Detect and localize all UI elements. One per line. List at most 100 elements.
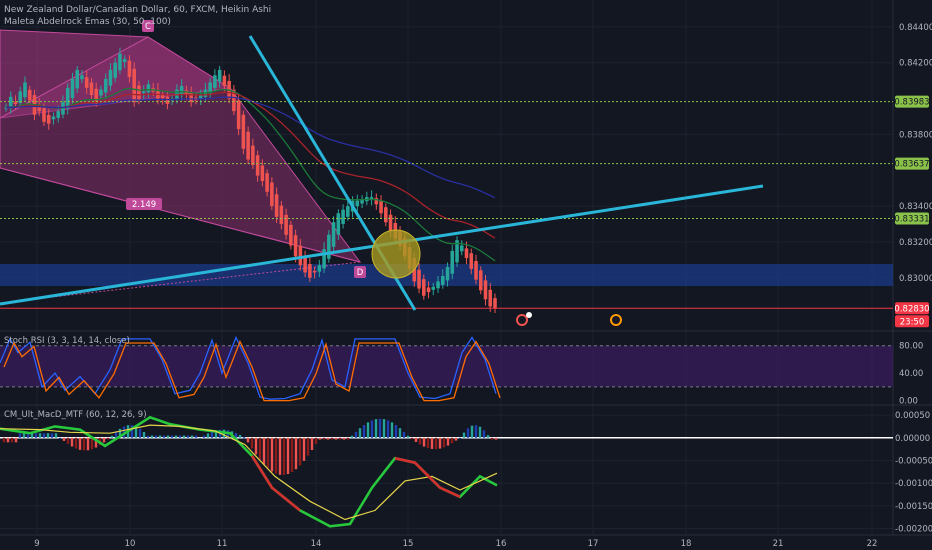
macd-histogram-bar [342, 437, 346, 440]
price-tick-label: 0.83200 [899, 238, 932, 248]
candle-body [322, 249, 326, 269]
event-marker-dot [526, 312, 532, 318]
candle-body [293, 235, 298, 257]
macd-histogram-bar [310, 437, 314, 451]
harmonic-ratio-label: 2.149 [126, 198, 162, 210]
macd-histogram-bar [306, 437, 310, 456]
macd-histogram-bar [466, 428, 470, 438]
time-tick-label: 14 [311, 539, 322, 549]
price-tag: 0.83331 [894, 212, 930, 225]
macd-histogram-bar [198, 437, 202, 439]
candle-body [436, 281, 440, 289]
macd-histogram-bar [94, 437, 98, 448]
price-tick-label: 0.84400 [899, 23, 932, 33]
candle-body [46, 114, 51, 124]
candle-body [312, 270, 317, 273]
macd-histogram-bar [174, 435, 178, 438]
macd-histogram-bar [438, 437, 442, 449]
macd-histogram-bar [130, 425, 134, 438]
macd-histogram-bar [258, 437, 262, 460]
candle-body [369, 197, 374, 200]
macd-histogram-bar [338, 437, 342, 440]
macd-histogram-bar [78, 437, 82, 450]
candle-body [222, 75, 227, 87]
candle-body [80, 75, 84, 80]
price-tick-label: 0.83800 [899, 130, 932, 140]
candle-body [374, 198, 379, 205]
macd-histogram-bar [318, 437, 322, 440]
macd-histogram-bar [18, 433, 22, 438]
candle-body [279, 205, 284, 225]
macd-histogram-bar [26, 433, 30, 438]
candle-body [70, 78, 75, 99]
macd-histogram-bar [238, 434, 242, 438]
macd-histogram-bar [162, 435, 166, 438]
candle-body [236, 100, 241, 130]
harmonic-label-c: C [142, 20, 154, 32]
macd-histogram-bar [482, 430, 486, 438]
macd-histogram-bar [46, 433, 50, 438]
candle-body [232, 89, 236, 112]
macd-histogram-bar [182, 435, 186, 438]
candle-body [336, 213, 341, 235]
indicator-title: Maleta Abdelrock Emas (30, 50, 100) [4, 17, 171, 27]
macd-histogram-bar [394, 425, 398, 438]
countdown-label: 23:50 [900, 317, 925, 327]
candle-body [445, 267, 450, 281]
macd-signal-line [0, 424, 498, 521]
symbol-title: New Zealand Dollar/Canadian Dollar, 60, … [4, 5, 272, 15]
price-tag: 0.83983 [894, 95, 930, 108]
macd-histogram-bar [50, 433, 54, 438]
price-tag-label: 0.83983 [894, 98, 929, 108]
macd-histogram-bar [134, 426, 138, 438]
macd-histogram-bar [402, 431, 406, 438]
candle-body [94, 88, 98, 103]
time-tick-label: 17 [588, 539, 599, 549]
macd-histogram-bar [262, 437, 266, 465]
stoch-tick-label: 80.00 [899, 342, 923, 352]
price-tag-bg [895, 302, 929, 315]
candle-body [246, 131, 250, 160]
event-marker [610, 314, 622, 326]
candle-body [417, 269, 421, 289]
candle-body [346, 206, 350, 217]
candle-body [459, 245, 464, 252]
macd-histogram-bar [494, 437, 498, 440]
candle-body [208, 82, 212, 94]
macd-histogram-bar [282, 437, 286, 475]
macd-histogram-bar [442, 437, 446, 448]
macd-histogram-bar [382, 419, 386, 438]
candle-body [355, 200, 360, 207]
macd-histogram-bar [58, 437, 62, 439]
oscillators [0, 335, 893, 528]
macd-histogram-bar [354, 431, 358, 438]
candle-body [260, 165, 265, 182]
candle-body [217, 69, 222, 82]
macd-histogram-bar [106, 437, 110, 440]
candle-body [13, 102, 18, 104]
macd-histogram-bar [74, 437, 78, 449]
macd-histogram-bar [418, 437, 422, 445]
macd-histogram-bar [146, 435, 150, 438]
candle-body [118, 53, 122, 71]
macd-histogram-bar [486, 435, 490, 438]
candle-body [137, 85, 141, 101]
stoch-tick-label: 0.00 [899, 397, 918, 407]
time-tick-label: 18 [681, 539, 692, 549]
macd-histogram-bar [158, 435, 162, 438]
macd-histogram-bar [302, 437, 306, 461]
time-tick-label: 10 [125, 539, 136, 549]
candle-body [27, 89, 32, 101]
candle-body [51, 116, 56, 120]
macd-histogram-bar [314, 437, 318, 444]
macd-histogram-bar [10, 437, 14, 443]
macd-histogram-bar [122, 426, 126, 438]
macd-histogram-bar [370, 420, 374, 438]
candle-body [42, 108, 46, 122]
time-tick-label: 9 [34, 539, 39, 549]
candle-body [488, 289, 493, 307]
macd-histogram-bar [474, 425, 478, 438]
macd-histogram-bar [406, 435, 410, 438]
macd-histogram-bar [366, 422, 370, 438]
